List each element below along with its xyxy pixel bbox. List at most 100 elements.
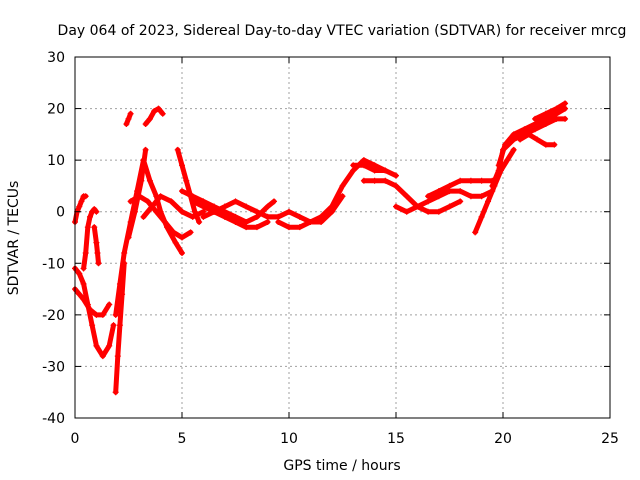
data-point — [562, 100, 569, 107]
data-point — [243, 224, 250, 231]
series-arc-12 — [127, 193, 194, 241]
data-point — [232, 219, 239, 226]
data-point — [472, 229, 479, 236]
data-point — [93, 208, 100, 215]
data-point — [179, 188, 185, 195]
data-point — [307, 219, 314, 226]
data-point — [446, 203, 453, 210]
data-point — [296, 224, 303, 231]
data-point — [211, 203, 218, 210]
data-point — [517, 136, 524, 143]
data-point — [350, 162, 357, 169]
data-point — [80, 296, 87, 303]
data-point — [86, 306, 93, 313]
data-point — [271, 198, 278, 205]
data-point — [211, 208, 218, 215]
data-point — [495, 167, 502, 174]
data-point — [127, 198, 134, 205]
data-point — [200, 198, 207, 205]
axis-ticks: 0 5 10 15 20 25 -40 -30 -20 -10 0 10 20 30 — [42, 50, 619, 447]
data-point — [534, 136, 541, 143]
x-tick-label: 20 — [494, 431, 512, 447]
data-point — [174, 146, 181, 153]
data-point — [116, 280, 123, 287]
y-tick-label: -10 — [42, 256, 65, 272]
series-arc-20 — [318, 157, 389, 220]
series-arc-10 — [142, 105, 166, 128]
data-point — [93, 239, 100, 246]
series-trace — [175, 147, 202, 225]
data-point — [382, 177, 389, 184]
series-trace — [91, 224, 101, 266]
y-tick-label: 30 — [47, 50, 65, 66]
x-tick-label: 5 — [178, 431, 187, 447]
data-point — [125, 115, 132, 122]
series-arc-5 — [91, 224, 102, 267]
data-point — [221, 203, 228, 210]
data-point — [200, 203, 207, 210]
data-point — [562, 115, 569, 122]
data-point — [264, 219, 271, 226]
series-trace — [361, 178, 463, 215]
data-point — [510, 146, 517, 153]
data-point — [121, 249, 128, 256]
data-point — [99, 353, 106, 360]
data-point — [157, 193, 164, 200]
data-point — [142, 146, 149, 153]
data-point — [106, 342, 113, 349]
data-point — [112, 389, 119, 396]
data-point — [504, 157, 511, 164]
data-point — [106, 301, 113, 308]
data-point — [140, 157, 147, 164]
data-point — [151, 108, 158, 115]
data-point — [318, 219, 325, 226]
series-trace — [532, 100, 568, 122]
series-trace — [472, 147, 517, 235]
data-point — [153, 208, 160, 215]
series-trace — [393, 188, 495, 215]
data-point — [80, 280, 87, 287]
data-point — [172, 239, 179, 246]
y-tick-label: 20 — [47, 102, 65, 118]
data-point — [542, 121, 549, 128]
data-point — [232, 198, 239, 205]
series-arc-9 — [123, 110, 134, 128]
series-arc-23 — [393, 188, 496, 215]
data-point — [485, 198, 492, 205]
data-point — [82, 249, 89, 256]
data-point — [93, 342, 100, 349]
x-tick-label: 0 — [71, 431, 80, 447]
data-point — [360, 157, 367, 164]
data-point — [532, 121, 539, 128]
data-point — [360, 177, 367, 184]
data-point — [478, 213, 485, 220]
data-point — [275, 219, 282, 226]
data-point — [393, 182, 399, 189]
data-point — [112, 311, 119, 318]
data-point — [91, 224, 98, 231]
data-point — [116, 322, 123, 329]
data-point — [138, 177, 145, 184]
data-point — [179, 249, 185, 256]
data-point — [532, 115, 539, 122]
data-point — [286, 208, 292, 215]
series-arc-29 — [517, 131, 558, 148]
data-point — [170, 229, 177, 236]
series-arc-1 — [72, 193, 89, 226]
data-point — [275, 213, 282, 220]
data-point — [253, 208, 260, 215]
x-tick-label: 10 — [280, 431, 298, 447]
data-point — [371, 162, 378, 169]
data-point — [110, 322, 117, 329]
y-tick-label: 10 — [47, 153, 65, 169]
data-point — [243, 219, 250, 226]
data-point — [189, 198, 196, 205]
data-point — [253, 213, 260, 220]
data-point — [179, 234, 185, 241]
data-point — [99, 311, 106, 318]
data-point — [114, 353, 121, 360]
series-arc-21 — [350, 162, 399, 179]
data-point — [189, 193, 196, 200]
data-point — [232, 213, 239, 220]
